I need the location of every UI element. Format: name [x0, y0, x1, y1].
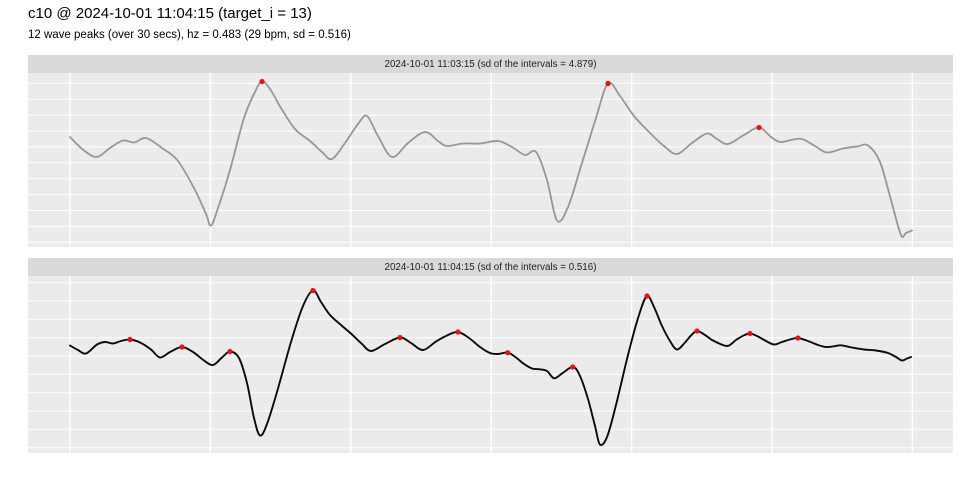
peak-marker [397, 334, 403, 341]
chart-title: c10 @ 2024-10-01 11:04:15 (target_i = 13… [28, 5, 312, 22]
facet-strip-bottom: 2024-10-01 11:04:15 (sd of the intervals… [28, 258, 953, 276]
facet-strip-top: 2024-10-01 11:03:15 (sd of the intervals… [28, 55, 953, 73]
peak-marker [259, 78, 265, 85]
peak-marker [605, 80, 611, 87]
peak-marker [455, 329, 461, 335]
peak-marker [795, 335, 801, 341]
peak-marker [694, 328, 700, 334]
peak-marker [570, 364, 576, 370]
facet-strip-bottom-label: 2024-10-01 11:04:15 (sd of the intervals… [384, 261, 597, 273]
facet-strip-top-label: 2024-10-01 11:03:15 (sd of the intervals… [384, 58, 597, 70]
peak-marker [747, 330, 753, 337]
peak-marker [179, 344, 185, 350]
chart-subtitle: 12 wave peaks (over 30 secs), hz = 0.483… [28, 29, 351, 41]
peak-marker [310, 287, 316, 294]
peak-marker [505, 350, 511, 356]
facet-panel-top [28, 73, 953, 247]
facet-panel-bottom [28, 276, 953, 453]
peak-marker [644, 293, 650, 299]
peak-marker [756, 124, 762, 131]
peak-marker [227, 348, 233, 355]
peak-marker [127, 336, 133, 343]
